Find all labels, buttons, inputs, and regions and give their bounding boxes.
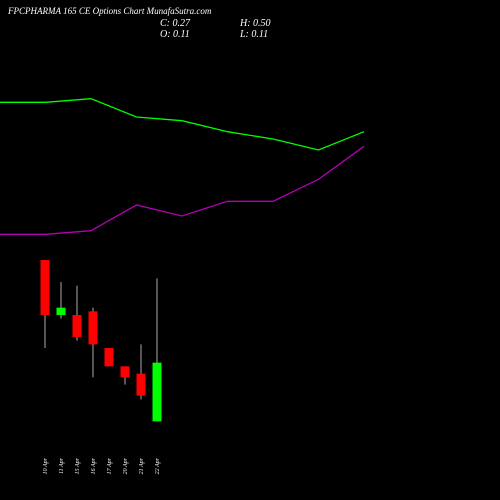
candle-body [120,366,130,378]
chart-title: FPCPHARMA 165 CE Options Chart MunafaSut… [7,6,212,16]
ohlc-high: H: 0.50 [239,18,271,29]
x-tick-label: 20 Apr [123,457,129,474]
ohlc-open: O: 0.11 [160,29,190,40]
ohlc-low: L: 0.11 [239,29,268,40]
x-tick-label: 22 Apr [155,457,161,474]
ohlc-close: C: 0.27 [160,18,191,29]
x-tick-label: 10 Apr [43,457,49,474]
indicator-line [0,145,365,235]
indicator-line [0,98,365,151]
candle-body [88,311,98,345]
candle-body [72,315,82,337]
candle-body [104,348,114,367]
x-tick-label: 21 Apr [139,457,145,474]
candle-body [40,260,50,315]
candle-body [136,373,146,396]
candle-body [152,362,162,422]
x-tick-label: 15 Apr [75,457,81,474]
candle-body [56,307,66,315]
x-tick-label: 16 Apr [91,457,97,474]
x-tick-label: 11 Apr [59,457,65,474]
x-tick-label: 17 Apr [107,457,113,474]
